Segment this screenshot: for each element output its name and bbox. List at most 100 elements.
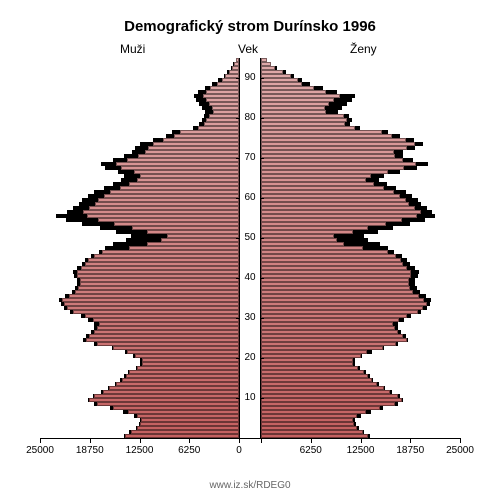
y-tick-mark — [236, 78, 239, 79]
bar-female — [261, 334, 403, 338]
bar-female — [261, 234, 334, 238]
bar-male — [229, 70, 239, 74]
label-male: Muži — [120, 42, 145, 56]
bar-male — [141, 418, 239, 422]
bar-male — [213, 110, 239, 114]
bar-male — [89, 206, 239, 210]
y-tick-label: 70 — [239, 152, 261, 163]
bar-female — [261, 66, 275, 70]
bar-male — [94, 394, 239, 398]
bar-female — [261, 238, 337, 242]
bar-female — [261, 370, 364, 374]
y-tick-mark — [261, 158, 264, 159]
bar-female — [261, 274, 411, 278]
bar-male — [113, 406, 239, 410]
bar-female — [261, 70, 283, 74]
bar-male — [132, 226, 239, 230]
bar-female — [261, 426, 357, 430]
x-tick-mark — [311, 438, 312, 443]
bar-female — [261, 146, 407, 150]
bar-male — [67, 306, 239, 310]
y-tick-mark — [236, 238, 239, 239]
bar-female — [261, 414, 357, 418]
x-tick-mark — [261, 438, 262, 443]
bar-male — [116, 162, 239, 166]
bar-female — [261, 294, 419, 298]
bar-female — [261, 322, 393, 326]
bar-male — [80, 282, 239, 286]
bar-female — [261, 330, 398, 334]
bar-female — [261, 338, 407, 342]
x-tick-mark — [189, 438, 190, 443]
bar-female — [261, 286, 410, 290]
bar-male — [137, 426, 239, 430]
y-tick-label: 40 — [239, 272, 261, 283]
bar-female — [261, 206, 415, 210]
bar-male — [85, 262, 239, 266]
bar-female — [261, 154, 395, 158]
bar-female — [261, 350, 367, 354]
y-tick-mark — [261, 118, 264, 119]
bar-female — [261, 386, 384, 390]
bar-male — [131, 430, 239, 434]
bar-female — [261, 410, 366, 414]
bar-male — [209, 102, 239, 106]
bars-female — [261, 58, 460, 438]
bar-female — [261, 138, 406, 142]
bar-male — [64, 302, 239, 306]
bar-male — [135, 354, 239, 358]
bar-male — [129, 246, 239, 250]
bar-male — [120, 186, 239, 190]
x-tick-label: 6250 — [178, 445, 200, 456]
bar-female — [261, 354, 361, 358]
bar-male — [129, 370, 239, 374]
bar-female — [261, 182, 374, 186]
y-tick-mark — [261, 78, 264, 79]
bar-female — [261, 190, 394, 194]
bar-male — [209, 114, 239, 118]
bar-female — [261, 422, 354, 426]
bar-female — [261, 378, 372, 382]
y-tick-label: 10 — [239, 392, 261, 403]
bar-female — [261, 250, 388, 254]
bar-male — [89, 398, 239, 402]
bar-female — [261, 102, 329, 106]
bar-female — [261, 390, 390, 394]
bar-male — [167, 234, 239, 238]
bar-female — [261, 158, 403, 162]
bar-male — [147, 242, 239, 246]
bar-male — [127, 158, 239, 162]
bar-male — [210, 86, 239, 90]
bar-female — [261, 246, 363, 250]
bars-male — [40, 58, 239, 438]
bar-female — [261, 298, 424, 302]
bar-female — [261, 186, 384, 190]
y-tick-label: 90 — [239, 72, 261, 83]
bar-male — [180, 130, 239, 134]
bar-male — [137, 414, 239, 418]
bar-male — [98, 218, 239, 222]
bar-female — [261, 222, 386, 226]
x-tick-label: 12500 — [126, 445, 154, 456]
y-tick-mark — [236, 278, 239, 279]
y-tick-label: 80 — [239, 112, 261, 123]
bar-female — [261, 346, 383, 350]
x-tick-label: 18750 — [76, 445, 104, 456]
y-tick-mark — [261, 238, 264, 239]
y-tick-mark — [261, 398, 264, 399]
bar-female — [261, 162, 416, 166]
bar-male — [153, 142, 239, 146]
y-tick-mark — [236, 318, 239, 319]
bar-female — [261, 310, 418, 314]
bar-female — [261, 326, 395, 330]
bar-female — [261, 418, 353, 422]
bar-male — [121, 166, 239, 170]
bar-male — [98, 198, 239, 202]
bar-female — [261, 98, 334, 102]
y-tick-label: 30 — [239, 312, 261, 323]
bar-male — [95, 202, 239, 206]
bar-female — [261, 262, 403, 266]
bar-male — [62, 298, 239, 302]
y-tick-mark — [236, 358, 239, 359]
x-tick-mark — [239, 438, 240, 443]
